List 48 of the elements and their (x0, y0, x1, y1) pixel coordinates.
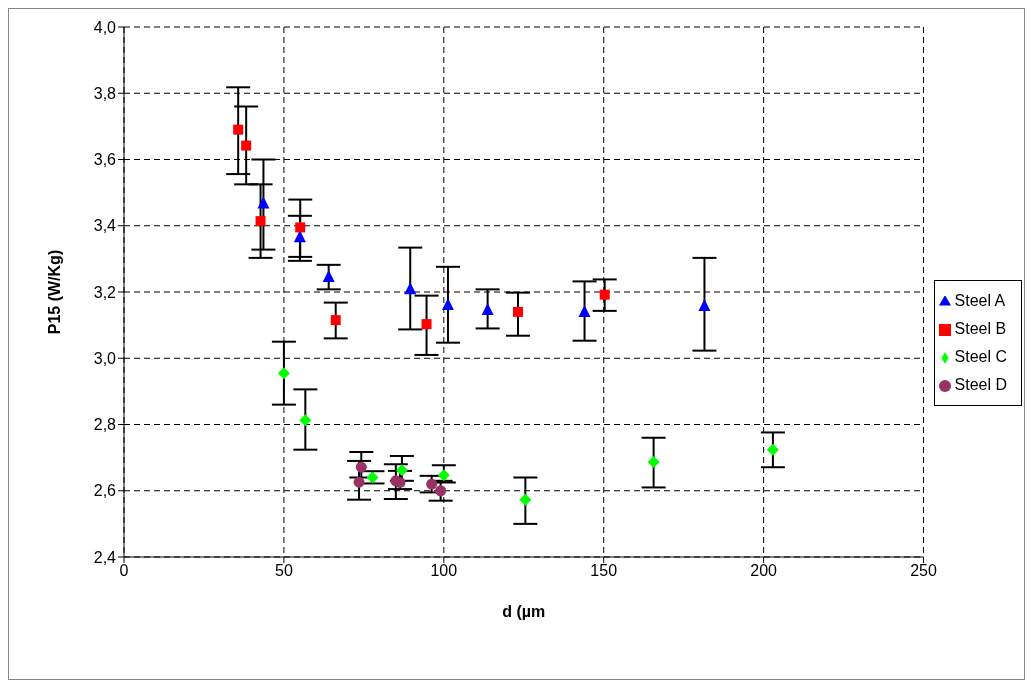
legend-label: Steel B (954, 320, 1007, 337)
point (647, 455, 660, 468)
x-tick-label: 200 (750, 562, 778, 580)
point (437, 469, 450, 482)
point (277, 367, 290, 380)
point (241, 140, 252, 151)
point (395, 464, 408, 477)
point (355, 461, 367, 473)
point (299, 414, 312, 427)
y-tick-label: 2,6 (93, 482, 117, 500)
legend-label: Steel A (954, 292, 1006, 309)
x-tick-label: 150 (590, 562, 618, 580)
point (257, 196, 270, 209)
point (599, 289, 610, 300)
y-tick-label: 3,0 (93, 349, 117, 367)
point (435, 485, 447, 497)
point (426, 478, 438, 490)
y-tick-label: 3,2 (93, 283, 117, 301)
point (322, 270, 335, 283)
point (295, 222, 306, 233)
x-tick-label: 0 (119, 562, 129, 580)
point (255, 216, 266, 227)
point (513, 306, 524, 317)
y-tick-label: 3,6 (93, 151, 117, 169)
point (519, 493, 532, 506)
legend-label: Steel C (954, 348, 1007, 365)
point (481, 302, 494, 315)
point (366, 471, 379, 484)
point (578, 304, 591, 317)
y-tick-label: 4,0 (93, 18, 117, 36)
y-tick-label: 3,8 (93, 84, 117, 102)
y-tick-label: 2,8 (93, 416, 117, 434)
x-axis-title: d (µm (502, 603, 546, 620)
point (421, 319, 432, 330)
y-tick-label: 2,4 (93, 548, 117, 566)
point (698, 298, 711, 311)
x-tick-label: 100 (430, 562, 458, 580)
legend-label: Steel D (954, 376, 1007, 393)
x-tick-label: 50 (275, 562, 293, 580)
x-tick-label: 250 (910, 562, 937, 580)
point (233, 124, 244, 135)
y-axis-title: P15 (W/Kg) (45, 249, 63, 335)
point (441, 297, 454, 310)
point (766, 443, 779, 456)
y-tick-label: 3,4 (93, 217, 117, 235)
point (404, 282, 417, 295)
point (330, 315, 341, 326)
point (353, 476, 365, 488)
